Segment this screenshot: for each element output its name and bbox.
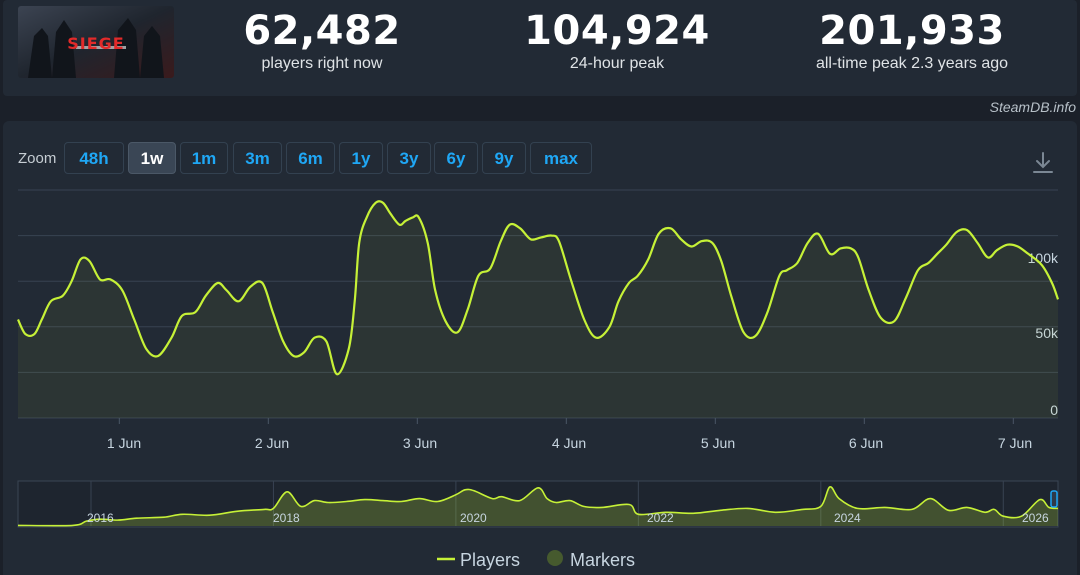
navigator-area [18, 486, 1058, 526]
x-tick-label: 6 Jun [849, 435, 883, 451]
all-time-peak-label: all-time peak 2.3 years ago [815, 55, 1009, 72]
zoom-button-6m[interactable]: 6m [286, 142, 335, 174]
x-tick-label: 5 Jun [701, 435, 735, 451]
x-tick-label: 3 Jun [403, 435, 437, 451]
thumbnail-caption: SIEGE [67, 34, 124, 53]
legend-marker-symbol[interactable] [547, 550, 563, 566]
players-area [18, 201, 1058, 418]
navigator-year-label: 2024 [834, 511, 861, 525]
zoom-button-1y[interactable]: 1y [339, 142, 383, 174]
main-grid [18, 189, 1058, 424]
navigator-frame[interactable] [17, 480, 1059, 528]
navigator-year-label: 2022 [647, 511, 674, 525]
y-tick-label: 50k [1035, 325, 1059, 341]
navigator-series-group [17, 486, 1059, 527]
y-tick-label: 0 [1050, 402, 1058, 418]
stats-panel [3, 0, 1077, 96]
main-series-group [17, 200, 1060, 418]
zoom-label: Zoom [18, 150, 57, 167]
navigator-grid [90, 481, 1004, 526]
zoom-button-6y[interactable]: 6y [434, 142, 478, 174]
peak-24h-label: 24-hour peak [569, 55, 665, 72]
navigator-year-label: 2016 [87, 511, 114, 525]
players-line [17, 200, 1060, 376]
x-tick-label: 1 Jun [107, 435, 141, 451]
all-time-peak-value: 201,933 [819, 8, 1005, 54]
zoom-button-3m[interactable]: 3m [233, 142, 282, 174]
x-tick-label: 7 Jun [998, 435, 1032, 451]
current-players-value: 62,482 [243, 8, 401, 54]
download-icon[interactable] [1030, 150, 1056, 176]
peak-24h-value: 104,924 [524, 8, 710, 54]
stat-24h-peak: 104,924 24-hour peak [517, 8, 717, 74]
zoom-button-1w[interactable]: 1w [128, 142, 176, 174]
current-players-label: players right now [261, 55, 383, 72]
zoom-button-9y[interactable]: 9y [482, 142, 526, 174]
main-x-axis: 1 Jun 2 Jun 3 Jun 4 Jun 5 Jun 6 Jun 7 Ju… [107, 435, 1032, 451]
y-tick-label: 100k [1028, 250, 1059, 266]
navigator-handle[interactable] [1050, 490, 1058, 508]
navigator-year-label: 2020 [460, 511, 487, 525]
legend-players-label[interactable]: Players [460, 550, 520, 570]
navigator-year-label: 2018 [273, 511, 300, 525]
legend: Players Markers [437, 550, 635, 570]
main-y-axis: 0 50k 100k [1028, 250, 1059, 418]
steamdb-watermark[interactable]: SteamDB.info [989, 99, 1076, 115]
zoom-button-1m[interactable]: 1m [180, 142, 228, 174]
zoom-button-48h[interactable]: 48h [64, 142, 124, 174]
legend-markers-label[interactable]: Markers [570, 550, 635, 570]
navigator-x-axis: 2016 2018 2020 2022 2024 2026 [87, 511, 1049, 525]
zoom-button-3y[interactable]: 3y [387, 142, 431, 174]
game-thumbnail[interactable]: SIEGE [18, 6, 174, 78]
x-tick-label: 4 Jun [552, 435, 586, 451]
navigator-year-label: 2026 [1022, 511, 1049, 525]
stat-all-time-peak: 201,933 all-time peak 2.3 years ago [782, 8, 1042, 74]
zoom-button-max[interactable]: max [530, 142, 592, 174]
navigator-line [17, 486, 1059, 527]
stat-current: 62,482 players right now [222, 8, 422, 74]
x-tick-label: 2 Jun [255, 435, 289, 451]
